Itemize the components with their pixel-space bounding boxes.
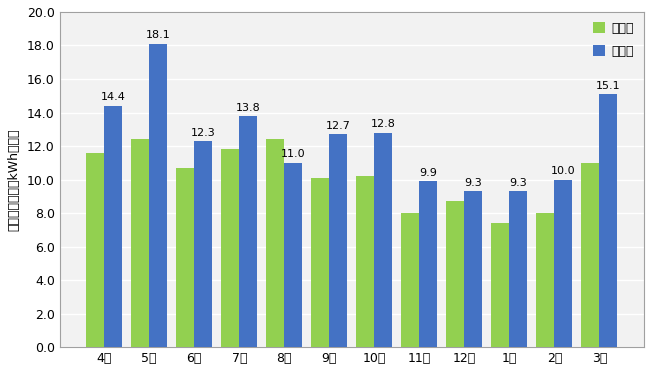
Bar bbox=[510, 191, 527, 347]
Text: 12.7: 12.7 bbox=[326, 121, 351, 131]
Y-axis label: 発電電力量（千kWh／月）: 発電電力量（千kWh／月） bbox=[7, 128, 20, 231]
Bar bbox=[329, 134, 348, 347]
Text: 15.1: 15.1 bbox=[596, 81, 621, 91]
Text: 9.3: 9.3 bbox=[465, 178, 482, 188]
Text: 9.9: 9.9 bbox=[419, 168, 437, 178]
Bar bbox=[149, 44, 167, 347]
Bar bbox=[104, 106, 122, 347]
Text: 10.0: 10.0 bbox=[551, 166, 575, 176]
Text: 18.1: 18.1 bbox=[146, 31, 171, 41]
Bar bbox=[132, 140, 149, 347]
Bar bbox=[581, 163, 600, 347]
Bar bbox=[419, 181, 437, 347]
Text: 13.8: 13.8 bbox=[236, 103, 260, 112]
Bar bbox=[284, 163, 302, 347]
Text: 11.0: 11.0 bbox=[281, 150, 305, 160]
Bar bbox=[86, 153, 104, 347]
Text: 14.4: 14.4 bbox=[101, 93, 126, 102]
Bar bbox=[194, 141, 212, 347]
Bar bbox=[356, 176, 374, 347]
Text: 12.8: 12.8 bbox=[371, 119, 396, 129]
Legend: 計画値, 実測値: 計画値, 実測値 bbox=[589, 18, 638, 62]
Bar bbox=[266, 140, 284, 347]
Bar bbox=[221, 150, 240, 347]
Bar bbox=[176, 168, 194, 347]
Bar bbox=[555, 180, 572, 347]
Bar bbox=[464, 191, 482, 347]
Bar bbox=[240, 116, 257, 347]
Text: 9.3: 9.3 bbox=[510, 178, 527, 188]
Bar bbox=[492, 223, 510, 347]
Bar bbox=[536, 213, 555, 347]
Bar bbox=[600, 94, 618, 347]
Bar bbox=[374, 133, 393, 347]
Bar bbox=[447, 201, 464, 347]
Bar bbox=[402, 213, 419, 347]
Bar bbox=[311, 178, 329, 347]
Text: 12.3: 12.3 bbox=[191, 128, 215, 138]
